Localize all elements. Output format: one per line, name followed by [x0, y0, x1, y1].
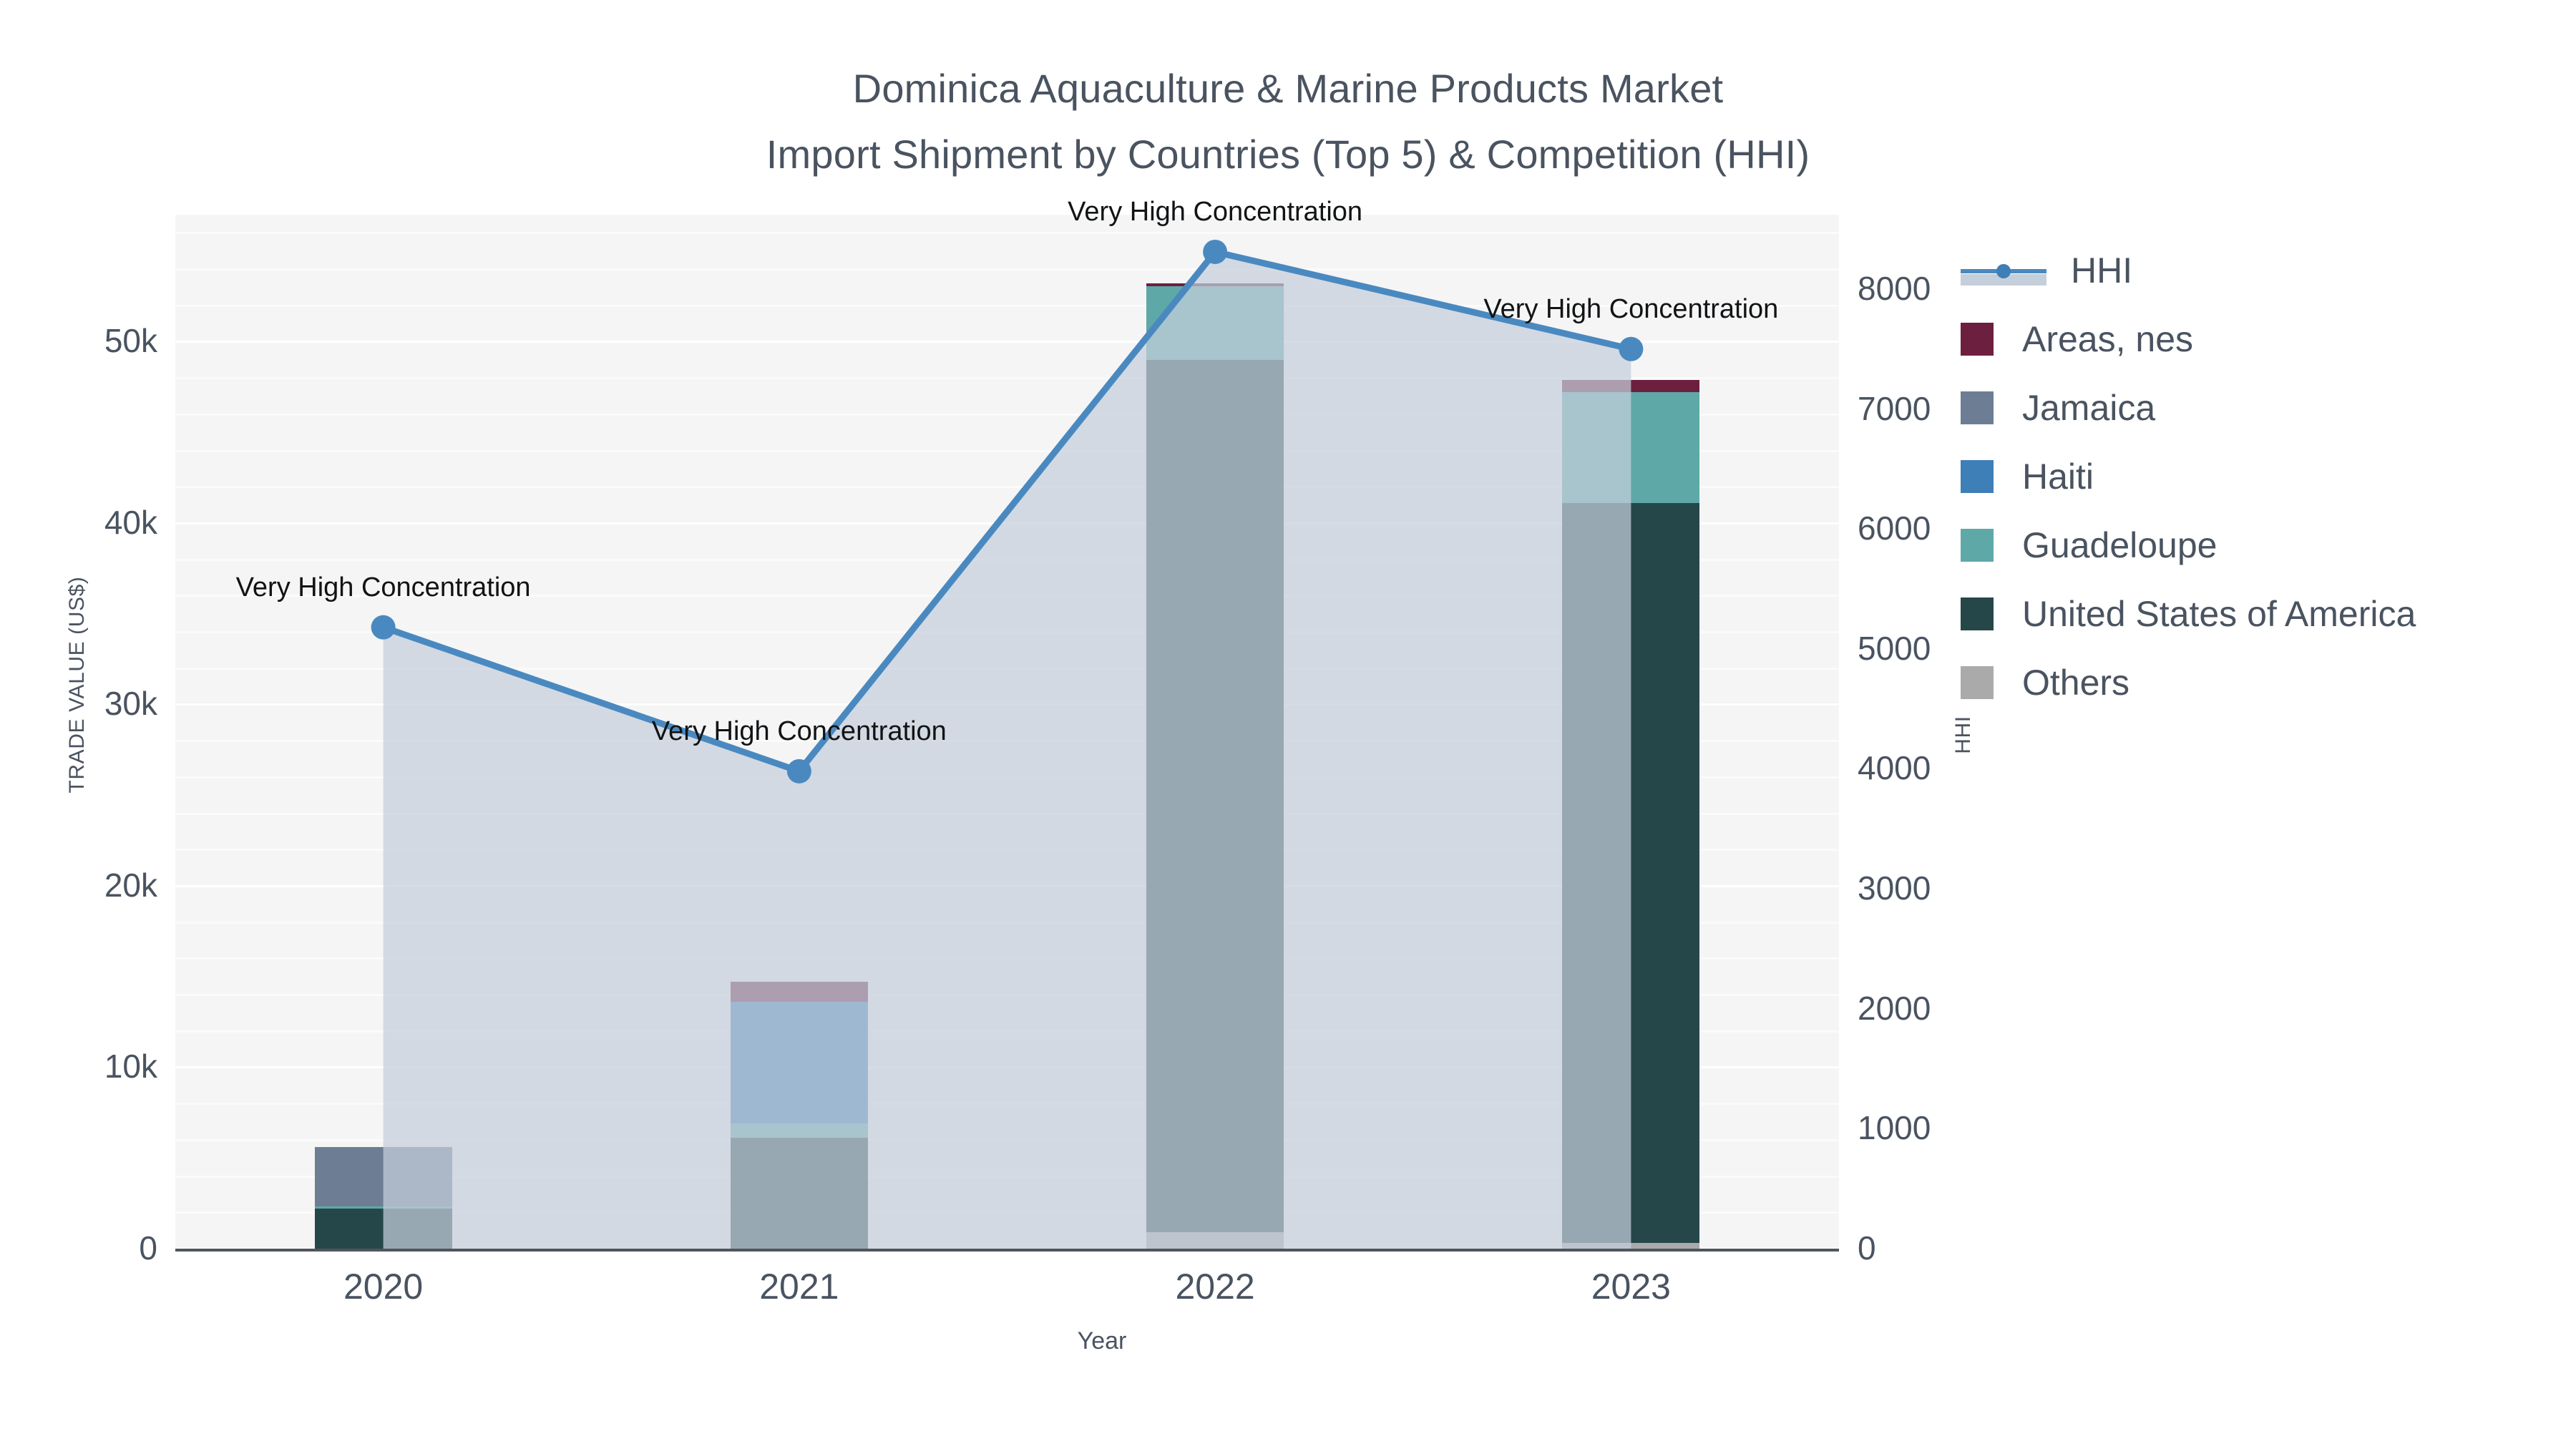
- y-axis-left-tick-label: 20k: [104, 866, 157, 904]
- legend-item[interactable]: Guadeloupe: [1961, 511, 2562, 580]
- y-axis-right-tick-label: 6000: [1858, 509, 1931, 547]
- legend-swatch-icon: [1961, 460, 1994, 493]
- bar-segment[interactable]: [730, 1138, 868, 1249]
- legend-item-label: Areas, nes: [2022, 319, 2194, 359]
- y-axis-right-tick-label: 2000: [1858, 989, 1931, 1027]
- legend-item-label: United States of America: [2022, 594, 2416, 634]
- bar-segment[interactable]: [730, 982, 868, 1002]
- gridline: [175, 268, 1839, 271]
- bar-segment[interactable]: [1146, 286, 1284, 360]
- legend-item[interactable]: Areas, nes: [1961, 305, 2562, 374]
- legend-item-label: Guadeloupe: [2022, 525, 2218, 565]
- bar-segment[interactable]: [314, 1206, 452, 1209]
- legend-item[interactable]: Jamaica: [1961, 374, 2562, 442]
- legend-item-label: Others: [2022, 663, 2130, 703]
- concentration-annotation: Very High Concentration: [1483, 293, 1779, 324]
- gridline: [175, 341, 1839, 343]
- y-axis-left-tick-label: 50k: [104, 322, 157, 360]
- y-axis-right-tick-label: 7000: [1858, 389, 1931, 427]
- bar-segment[interactable]: [1562, 392, 1700, 504]
- x-axis-tick-label: 2022: [1175, 1267, 1255, 1307]
- x-axis-tick-label: 2020: [343, 1267, 424, 1307]
- legend-item[interactable]: HHI: [1961, 236, 2562, 305]
- y-axis-right-tick-label: 0: [1858, 1229, 1876, 1267]
- legend-item-label: Haiti: [2022, 457, 2094, 497]
- concentration-annotation: Very High Concentration: [651, 716, 947, 746]
- legend-item[interactable]: United States of America: [1961, 580, 2562, 648]
- y-axis-right-tick-label: 4000: [1858, 749, 1931, 787]
- x-axis-tick-label: 2023: [1591, 1267, 1671, 1307]
- legend-swatch-icon: [1961, 323, 1994, 356]
- page-title: Dominica Aquaculture & Marine Products M…: [0, 56, 2576, 187]
- bar-segment[interactable]: [314, 1146, 452, 1207]
- y-axis-left-tick-label: 40k: [104, 503, 157, 541]
- y-axis-left-title: TRADE VALUE (US$): [65, 576, 89, 794]
- y-axis-right-tick-label: 3000: [1858, 869, 1931, 907]
- x-axis-tick-label: 2021: [759, 1267, 839, 1307]
- legend-swatch-icon: [1961, 529, 1994, 562]
- y-axis-left-tick-label: 30k: [104, 685, 157, 723]
- concentration-annotation: Very High Concentration: [235, 572, 531, 602]
- legend-item-label: Jamaica: [2022, 388, 2156, 428]
- y-axis-right-tick-label: 8000: [1858, 269, 1931, 307]
- legend-item[interactable]: Haiti: [1961, 442, 2562, 511]
- bar-segment[interactable]: [1146, 283, 1284, 287]
- bar-segment[interactable]: [1562, 379, 1700, 393]
- legend-line-marker-icon: [1961, 254, 2046, 287]
- legend-swatch-icon: [1961, 666, 1994, 699]
- title-line-2: Import Shipment by Countries (Top 5) & C…: [766, 132, 1810, 177]
- bar-segment[interactable]: [314, 1209, 452, 1249]
- concentration-annotation: Very High Concentration: [1068, 196, 1363, 227]
- legend-swatch-icon: [1961, 391, 1994, 424]
- bar-segment[interactable]: [1562, 503, 1700, 1244]
- y-axis-left-tick-label: 0: [139, 1229, 157, 1267]
- bar-segment[interactable]: [730, 1002, 868, 1124]
- title-line-1: Dominica Aquaculture & Marine Products M…: [852, 66, 1724, 111]
- y-axis-right-tick-label: 5000: [1858, 629, 1931, 667]
- legend-swatch-icon: [1961, 597, 1994, 630]
- x-axis-line: [175, 1249, 1839, 1252]
- y-axis-left-tick-label: 10k: [104, 1048, 157, 1085]
- bar-segment[interactable]: [730, 1123, 868, 1138]
- gridline: [175, 232, 1839, 235]
- legend-item-label: HHI: [2071, 250, 2133, 291]
- bar-segment[interactable]: [1146, 1232, 1284, 1249]
- bar-segment[interactable]: [1562, 1243, 1700, 1249]
- bar-segment[interactable]: [1146, 359, 1284, 1233]
- legend: HHI Areas, nes Jamaica Haiti Guadeloupe Unite…: [1961, 236, 2562, 717]
- y-axis-right-tick-label: 1000: [1858, 1109, 1931, 1147]
- legend-item[interactable]: Others: [1961, 648, 2562, 717]
- x-axis-title: Year: [1077, 1327, 1127, 1355]
